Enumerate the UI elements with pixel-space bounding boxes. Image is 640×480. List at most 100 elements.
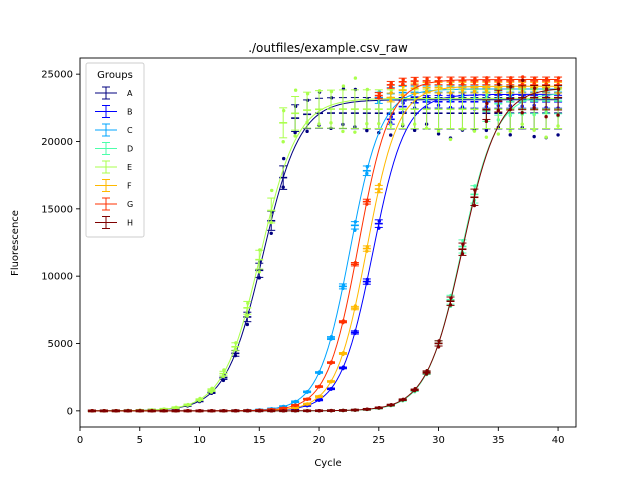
legend-entry-A: A bbox=[95, 86, 133, 100]
data-point-G bbox=[461, 77, 465, 81]
data-point-A bbox=[532, 134, 536, 139]
data-point-E bbox=[246, 301, 250, 305]
data-point-A bbox=[305, 129, 309, 134]
data-point-E bbox=[305, 92, 310, 96]
data-point-G bbox=[485, 76, 489, 80]
data-point-C bbox=[329, 334, 334, 339]
data-point-G bbox=[544, 82, 548, 86]
data-point-G bbox=[329, 360, 334, 364]
data-point-G bbox=[532, 81, 536, 86]
data-point-E bbox=[424, 126, 429, 130]
data-point-H bbox=[102, 409, 107, 413]
data-point-A bbox=[389, 133, 393, 137]
legend-label: G bbox=[127, 200, 133, 209]
data-point-H bbox=[198, 409, 202, 413]
data-point-F bbox=[400, 93, 405, 97]
data-point-E bbox=[341, 129, 345, 134]
x-tick-label: 10 bbox=[193, 435, 206, 446]
data-point-H bbox=[281, 409, 286, 413]
data-point-B bbox=[329, 386, 334, 391]
data-point-E bbox=[329, 121, 333, 125]
data-point-E bbox=[460, 127, 465, 131]
y-tick-label: 5000 bbox=[48, 339, 73, 350]
data-point-G bbox=[424, 81, 429, 85]
data-point-H bbox=[186, 409, 190, 413]
data-point-G bbox=[425, 77, 429, 81]
legend-label: E bbox=[127, 163, 132, 172]
data-point-G bbox=[389, 85, 393, 89]
data-point-H bbox=[520, 111, 524, 115]
legend-entry-F: F bbox=[95, 179, 132, 192]
data-point-F bbox=[436, 91, 441, 95]
data-point-G bbox=[412, 81, 417, 85]
data-point-H bbox=[448, 303, 453, 307]
data-point-E bbox=[353, 76, 358, 80]
data-point-H bbox=[496, 108, 501, 113]
data-point-G bbox=[401, 78, 405, 82]
data-point-E bbox=[556, 124, 560, 128]
data-point-F bbox=[365, 245, 370, 249]
y-tick-label: 10000 bbox=[41, 272, 73, 283]
data-point-H bbox=[449, 296, 453, 300]
legend: Groups A BC DE FG H bbox=[85, 62, 145, 238]
y-tick-label: 25000 bbox=[41, 70, 73, 81]
data-point-E bbox=[293, 134, 297, 138]
x-tick-label: 25 bbox=[372, 435, 385, 446]
data-point-E bbox=[198, 396, 202, 401]
data-point-H bbox=[497, 82, 501, 87]
data-point-H bbox=[532, 86, 537, 91]
data-point-E bbox=[329, 89, 334, 94]
data-point-H bbox=[222, 409, 226, 413]
data-point-F bbox=[305, 402, 310, 406]
data-point-F bbox=[341, 351, 346, 355]
data-point-G bbox=[413, 77, 417, 81]
data-point-E bbox=[186, 402, 190, 407]
data-point-A bbox=[508, 133, 512, 137]
data-point-E bbox=[496, 132, 501, 136]
x-axis: 0 5 10 15 20 25 30 35 40 bbox=[77, 427, 564, 446]
x-tick-label: 20 bbox=[313, 435, 326, 446]
data-point-H bbox=[353, 408, 358, 412]
data-point-H bbox=[413, 386, 417, 391]
data-point-E bbox=[532, 128, 536, 132]
y-tick-label: 15000 bbox=[41, 204, 73, 215]
legend-entry-H: H bbox=[95, 216, 133, 229]
data-point-E bbox=[281, 108, 286, 113]
data-point-H bbox=[174, 409, 178, 413]
legend-label: F bbox=[127, 182, 132, 191]
data-point-E bbox=[377, 121, 381, 126]
data-point-C bbox=[317, 370, 322, 374]
data-point-A bbox=[257, 276, 261, 280]
data-point-G bbox=[317, 384, 322, 389]
data-point-F bbox=[329, 379, 334, 383]
data-point-C bbox=[365, 164, 370, 169]
data-point-F bbox=[424, 89, 429, 93]
data-point-A bbox=[281, 185, 285, 189]
data-point-G bbox=[293, 403, 298, 407]
data-point-H bbox=[461, 242, 465, 246]
data-point-G bbox=[365, 198, 370, 203]
data-point-F bbox=[365, 249, 369, 253]
data-point-H bbox=[401, 397, 405, 402]
x-tick-label: 30 bbox=[432, 435, 445, 446]
data-point-E bbox=[508, 129, 512, 133]
data-point-G bbox=[377, 91, 381, 96]
data-point-H bbox=[472, 203, 477, 208]
legend-title: Groups bbox=[97, 70, 133, 81]
data-point-C bbox=[353, 228, 357, 232]
data-point-E bbox=[448, 137, 453, 142]
data-point-E bbox=[258, 248, 262, 252]
data-point-E bbox=[365, 122, 369, 126]
data-point-E bbox=[210, 386, 214, 391]
data-point-E bbox=[234, 341, 238, 345]
data-point-H bbox=[258, 409, 262, 413]
data-point-H bbox=[556, 87, 561, 91]
data-point-H bbox=[437, 339, 441, 343]
data-point-E bbox=[305, 120, 309, 125]
data-point-A bbox=[245, 322, 250, 327]
data-point-H bbox=[425, 368, 429, 373]
data-point-E bbox=[233, 347, 238, 352]
data-point-H bbox=[246, 409, 250, 413]
data-point-E bbox=[389, 123, 393, 127]
